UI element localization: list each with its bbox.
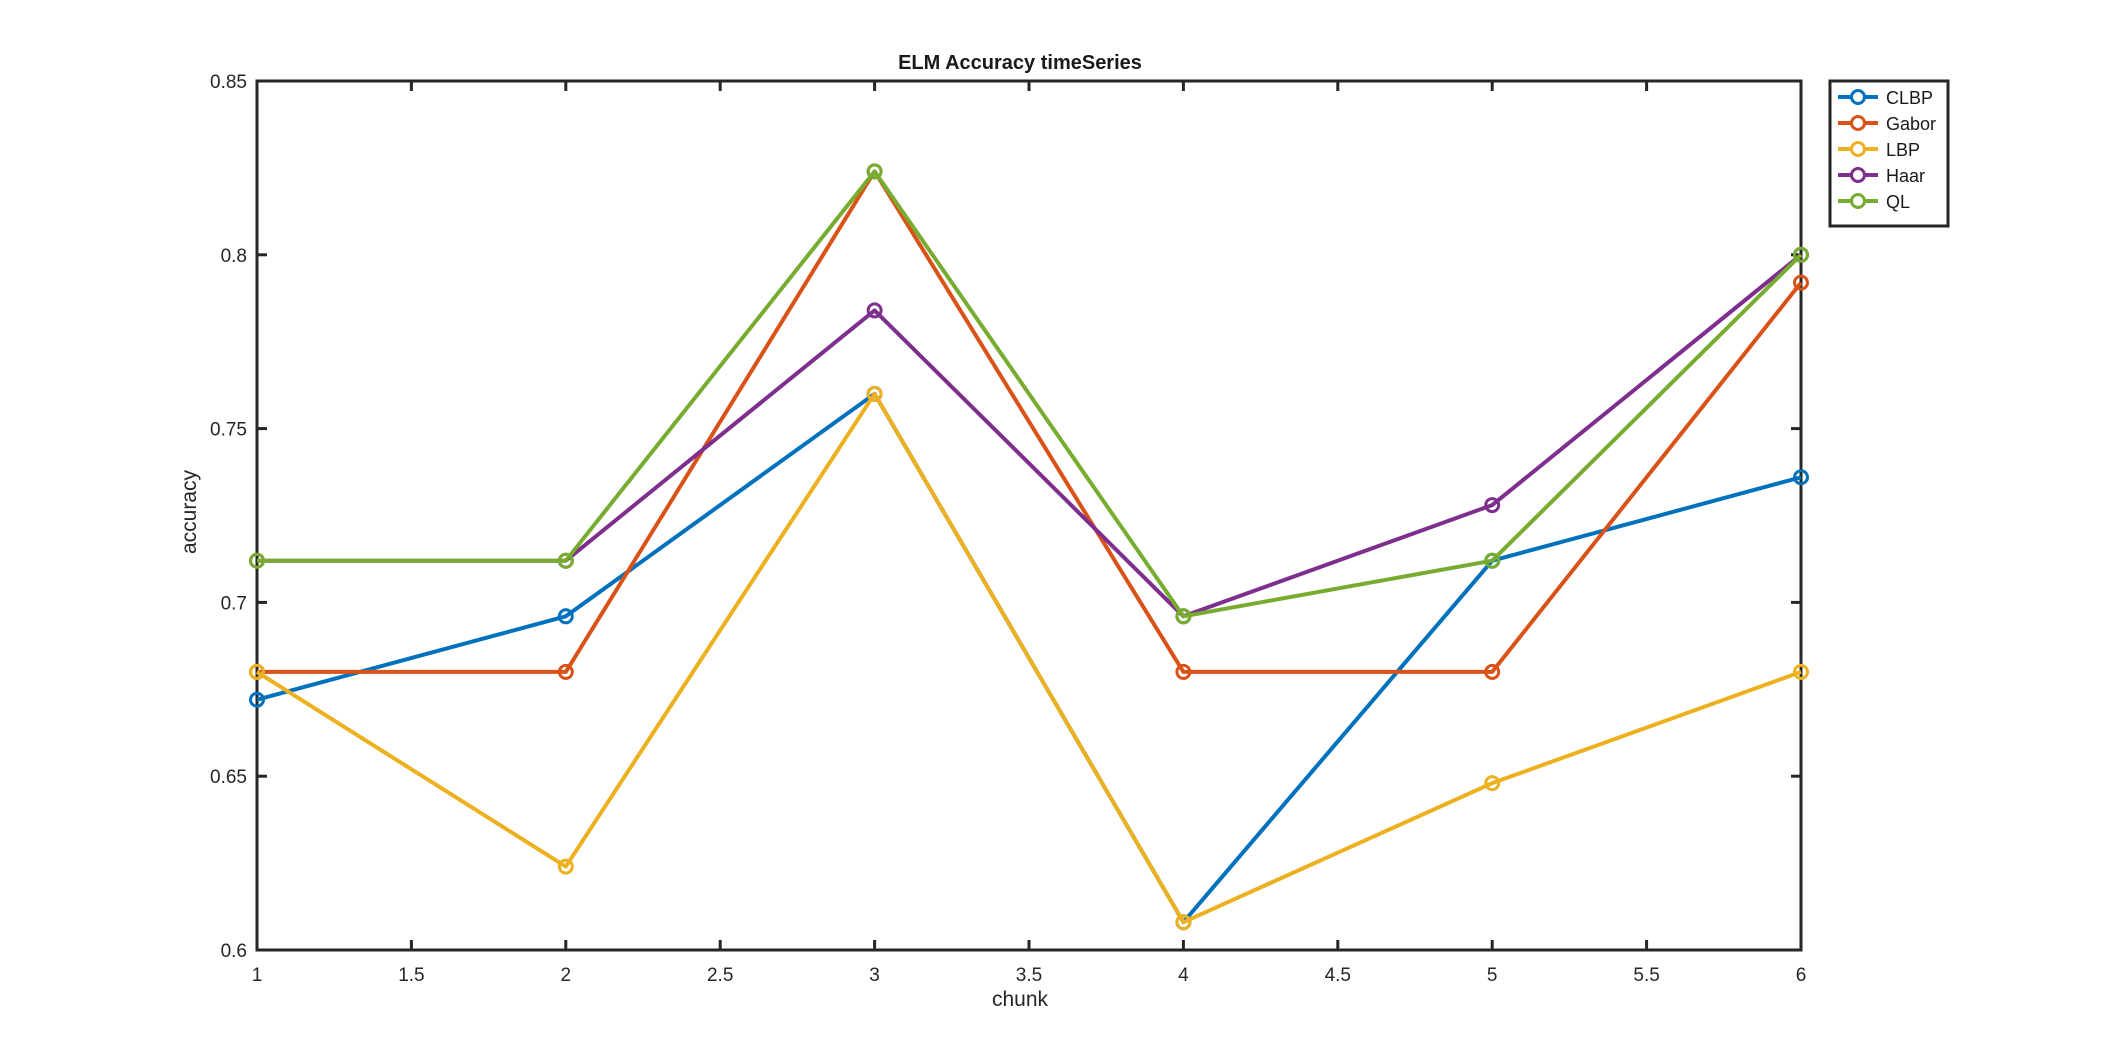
x-tick-label: 5 [1487, 965, 1498, 986]
y-tick-label: 0.65 [210, 767, 247, 788]
data-point-lbp [249, 663, 265, 680]
y-tick-label: 0.7 [221, 593, 247, 614]
x-axis-label: chunk [992, 988, 1049, 1011]
legend-entry-lbp: LBP [1838, 140, 1920, 160]
data-point-clbp [557, 608, 574, 625]
series-layer [249, 163, 1809, 931]
data-point-ql [1175, 608, 1192, 625]
x-tick-label: 1 [252, 965, 263, 986]
legend-entry-gabor: Gabor [1838, 114, 1936, 134]
axes: 1 1.5 2 2.5 3 3.5 4 4.5 5 5.5 6 0.6 0.65 0.7 0.75 0.8 0.… [210, 72, 1806, 986]
x-tick-label: 2 [561, 965, 572, 986]
data-point-lbp [866, 385, 883, 402]
chart-title: ELM Accuracy timeSeries [898, 52, 1142, 74]
x-tick-label: 2.5 [707, 965, 733, 986]
data-point-lbp [1175, 914, 1192, 931]
data-point-clbp [249, 691, 265, 708]
x-tick-label: 1.5 [398, 965, 424, 986]
data-point-gabor [557, 663, 574, 680]
legend-marker-ql [1850, 193, 1866, 209]
legend-label-ql: QL [1886, 192, 1910, 212]
data-point-lbp [1793, 663, 1809, 680]
data-point-ql [249, 552, 265, 569]
y-tick-label: 0.8 [221, 246, 247, 267]
data-point-lbp [557, 858, 574, 875]
data-point-haar [866, 302, 883, 319]
series-ql [249, 163, 1809, 625]
legend-entry-clbp: CLBP [1838, 88, 1933, 108]
data-point-lbp [1484, 775, 1501, 792]
y-tick-label: 0.6 [221, 941, 247, 962]
series-line-ql [257, 169, 1803, 619]
legend-marker-haar [1850, 167, 1866, 183]
x-tick-label: 5.5 [1633, 965, 1659, 986]
x-tick-label: 3.5 [1016, 965, 1042, 986]
data-point-ql [866, 163, 883, 180]
legend-marker-gabor [1850, 115, 1866, 131]
data-point-ql [557, 552, 574, 569]
legend-entry-ql: QL [1838, 192, 1910, 212]
legend-label-lbp: LBP [1886, 140, 1920, 160]
series-line-lbp [255, 391, 1802, 925]
legend-marker-lbp [1850, 141, 1866, 157]
y-tick-label: 0.75 [210, 420, 247, 441]
series-gabor [249, 163, 1809, 680]
x-tick-label: 6 [1796, 965, 1807, 986]
y-tick-label: 0.85 [210, 72, 247, 93]
legend-label-haar: Haar [1886, 166, 1925, 186]
legend-label-clbp: CLBP [1886, 88, 1933, 108]
data-point-ql [1793, 246, 1809, 263]
x-tick-label: 3 [869, 965, 880, 986]
legend: CLBP Gabor LBP Haar QL [1828, 79, 1950, 228]
data-point-gabor [1484, 663, 1501, 680]
x-tick-label: 4.5 [1325, 965, 1351, 986]
data-point-gabor [1793, 274, 1809, 291]
legend-entry-haar: Haar [1838, 166, 1925, 186]
series-lbp [249, 385, 1809, 931]
data-point-ql [1484, 552, 1501, 569]
data-point-haar [1484, 497, 1501, 514]
legend-marker-clbp [1850, 89, 1866, 105]
data-point-clbp [1793, 469, 1809, 486]
y-axis-label: accuracy [178, 469, 201, 554]
series-line-gabor [257, 169, 1803, 674]
x-tick-label: 4 [1178, 965, 1189, 986]
data-point-gabor [1175, 663, 1192, 680]
legend-label-gabor: Gabor [1886, 114, 1936, 134]
